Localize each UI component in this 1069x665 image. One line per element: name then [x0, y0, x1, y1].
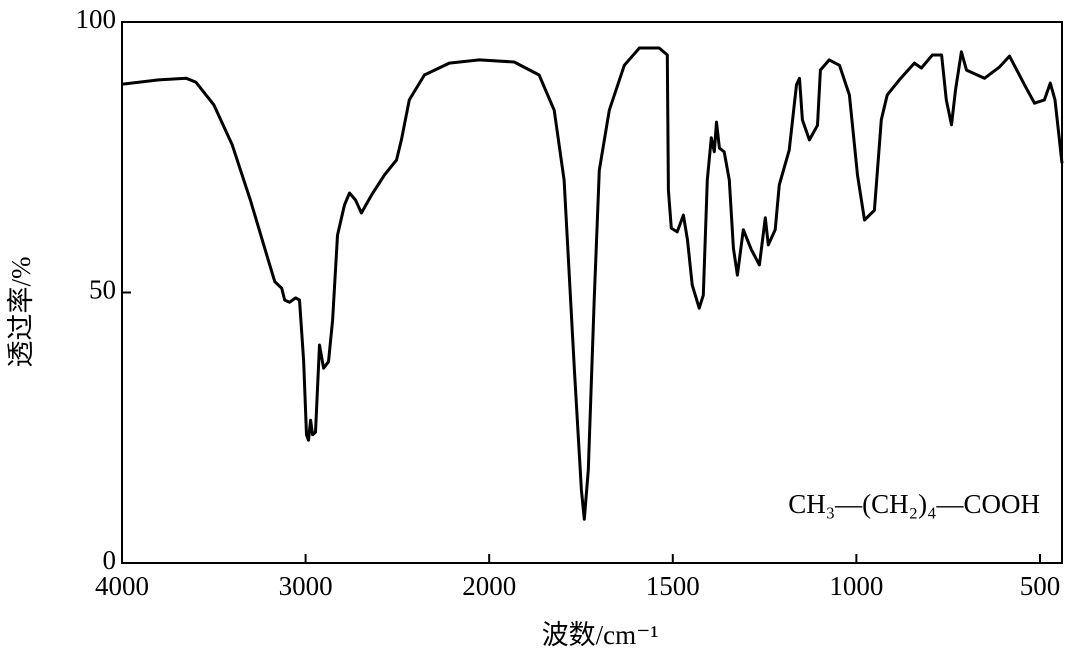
x-tick-label: 1500: [646, 571, 700, 601]
spectrum-line: [121, 46, 1064, 521]
plot-frame: [121, 21, 1063, 564]
x-tick-label: 2000: [462, 571, 516, 601]
y-tick-label: 0: [103, 545, 117, 575]
y-tick-label: 50: [89, 275, 116, 305]
y-tick-label: 100: [76, 4, 117, 34]
x-axis-label: 波数/cm⁻¹: [542, 620, 659, 650]
x-tick-label: 1000: [829, 571, 883, 601]
x-tick-label: 4000: [95, 571, 149, 601]
x-tick-label: 500: [1020, 571, 1061, 601]
y-axis-label: 透过率/%: [6, 257, 36, 368]
annotation: CH₃—(CH₂)₄—COOH: [788, 489, 1040, 519]
x-tick-label: 3000: [279, 571, 333, 601]
